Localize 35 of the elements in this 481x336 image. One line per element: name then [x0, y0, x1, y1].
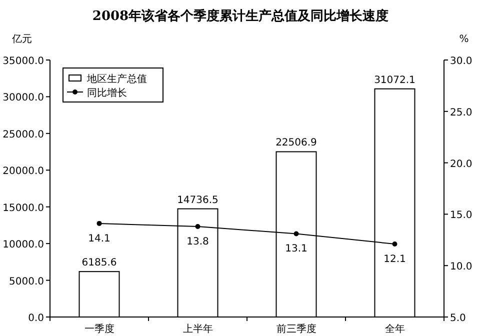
point	[294, 231, 299, 236]
y2-tick-label: 10.0	[450, 262, 472, 273]
data-label: 31072.1	[374, 74, 416, 86]
x-tick-label: 前三季度	[276, 323, 316, 335]
data-label: 6185.6	[82, 258, 117, 269]
y2-axis-title: %	[459, 34, 469, 45]
y2-tick-label: 5.0	[450, 313, 466, 324]
x-tick-label: 全年	[384, 323, 405, 335]
y-tick-label: 35000.0	[2, 56, 44, 67]
y-tick-label: 5000.0	[9, 276, 44, 288]
data-label: 14736.5	[177, 194, 218, 206]
y2-tick-label: 25.0	[450, 107, 472, 118]
y-tick-label: 0.0	[28, 313, 44, 324]
data-label: 12.1	[384, 254, 406, 266]
data-label: 14.1	[88, 233, 110, 244]
y2-tick-label: 20.0	[450, 158, 472, 170]
y-tick-label: 15000.0	[2, 202, 44, 214]
y-tick-label: 30000.0	[2, 92, 44, 104]
y2-tick-label: 30.0	[450, 56, 472, 67]
y2-tick-label: 15.0	[450, 210, 472, 222]
chart-title: 2008年该省各个季度累计生产总值及同比增长速度	[92, 8, 389, 24]
y-tick-label: 20000.0	[2, 166, 44, 178]
x-tick-label: 上半年	[182, 323, 213, 335]
y-axis-title: 亿元	[11, 34, 32, 45]
y-tick-label: 10000.0	[2, 240, 44, 251]
point	[392, 242, 398, 247]
data-label: 13.8	[186, 236, 209, 248]
legend-label: 同比增长	[87, 87, 127, 99]
y-tick-label: 25000.0	[2, 129, 44, 140]
x-tick-label: 一季度	[84, 323, 114, 335]
point	[195, 224, 200, 230]
data-label: 22506.9	[276, 138, 317, 149]
point	[96, 220, 102, 226]
legend-label: 地区生产总值	[86, 73, 147, 85]
data-label: 13.1	[285, 244, 308, 255]
